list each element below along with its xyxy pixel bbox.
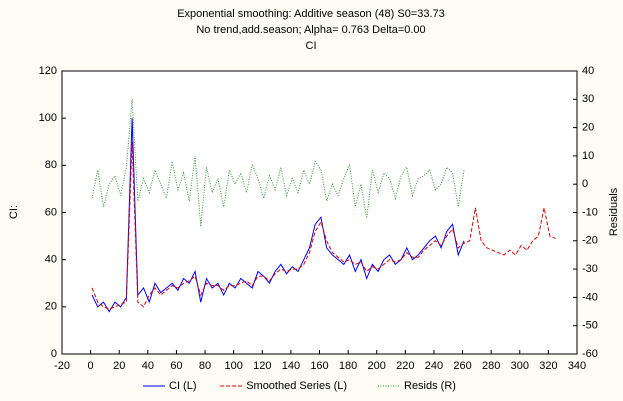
x-tick-label: 240: [425, 360, 443, 372]
x-tick-label: 0: [88, 360, 94, 372]
x-tick-label: 100: [224, 360, 242, 372]
series-line: [91, 99, 465, 227]
y2-tick-label: -10: [582, 206, 598, 218]
y-tick-label: 100: [39, 112, 57, 124]
x-tick-label: 260: [453, 360, 471, 372]
y2-tick-label: -20: [582, 235, 598, 247]
plot-area: [61, 70, 578, 355]
series-line: [91, 118, 465, 313]
x-tick-label: 60: [170, 360, 182, 372]
x-tick-label: 180: [339, 360, 357, 372]
y-tick-label: 0: [51, 348, 57, 360]
y2-tick-label: 30: [582, 93, 594, 105]
chart-title: Exponential smoothing: Additive season (…: [177, 8, 445, 20]
x-tick-label: 160: [310, 360, 328, 372]
x-tick-label: 40: [142, 360, 154, 372]
x-tick-label: 140: [282, 360, 300, 372]
y2-tick-label: 40: [582, 65, 594, 77]
y2-tick-label: 10: [582, 150, 594, 162]
y-axis-label: CI:: [8, 205, 20, 219]
y-tick-label: 60: [45, 206, 57, 218]
y2-tick-label: 20: [582, 122, 594, 134]
x-tick-label: -20: [54, 360, 70, 372]
x-tick-label: 280: [482, 360, 500, 372]
y-tick-label: 40: [45, 254, 57, 266]
legend-label: Resids (R): [404, 380, 456, 392]
x-tick-label: 320: [539, 360, 557, 372]
y2-axis-label: Residuals: [608, 187, 620, 236]
chart-subtitle: No trend,add.season; Alpha= 0.763 Delta=…: [196, 24, 425, 36]
y-tick-label: 20: [45, 301, 57, 313]
x-tick-label: 20: [113, 360, 125, 372]
legend-label: Smoothed Series (L): [246, 380, 347, 392]
y2-tick-label: 0: [582, 178, 588, 190]
x-tick-label: 200: [368, 360, 386, 372]
x-tick-label: 120: [253, 360, 271, 372]
y2-tick-label: -40: [582, 291, 598, 303]
x-tick-label: 80: [199, 360, 211, 372]
x-tick-label: 220: [396, 360, 414, 372]
legend-label: CI (L): [169, 380, 197, 392]
y-tick-label: 80: [45, 159, 57, 171]
x-tick-label: 300: [511, 360, 529, 372]
y2-tick-label: -30: [582, 263, 598, 275]
y-tick-label: 120: [39, 65, 57, 77]
y2-tick-label: -50: [582, 320, 598, 332]
series-line: [91, 141, 556, 310]
y2-tick-label: -60: [582, 348, 598, 360]
variable-label: CI: [306, 40, 317, 52]
x-tick-label: 340: [568, 360, 586, 372]
